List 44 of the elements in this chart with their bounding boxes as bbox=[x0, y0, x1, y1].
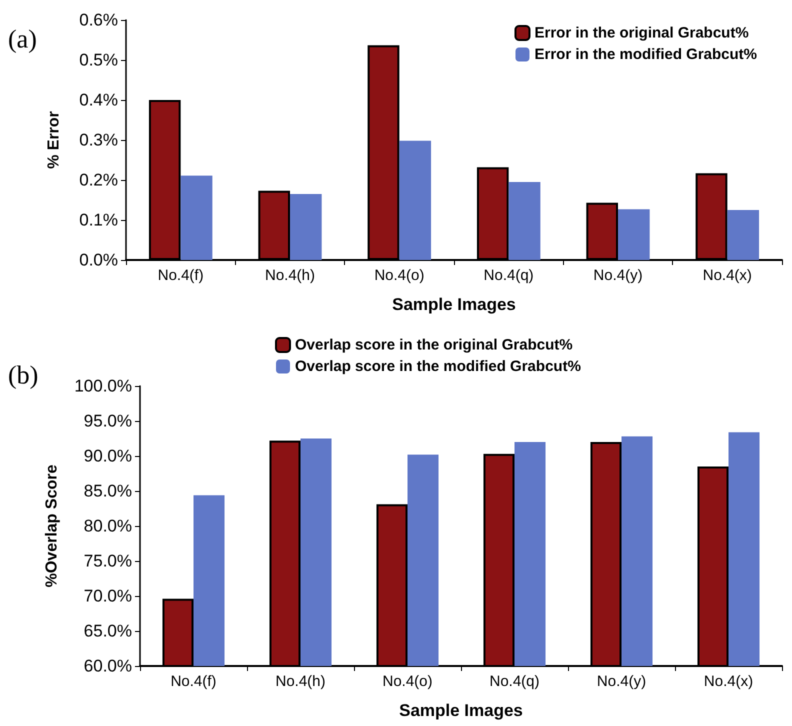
y-tick-label: 0.6% bbox=[79, 10, 118, 30]
x-tick-label: No.4(x) bbox=[704, 673, 754, 690]
x-tick-label: No.4(h) bbox=[264, 267, 316, 284]
x-tick-label: No.4(o) bbox=[382, 673, 433, 690]
y-axis-title: % Error bbox=[46, 111, 62, 169]
x-axis-title: Sample Images bbox=[392, 295, 516, 314]
y-tick-label: 0.1% bbox=[79, 210, 118, 230]
y-tick-label: 65.0% bbox=[84, 622, 132, 640]
y-tick-label: 95.0% bbox=[84, 412, 132, 430]
x-tick-label: No.4(h) bbox=[275, 673, 326, 690]
x-axis-title: Sample Images bbox=[399, 701, 523, 720]
bar bbox=[618, 209, 650, 260]
y-tick-label: 0.0% bbox=[79, 250, 118, 270]
y-tick-label: 60.0% bbox=[84, 656, 132, 676]
legend-label: Error in the original Grabcut% bbox=[534, 24, 749, 42]
y-tick-label: 0.3% bbox=[79, 130, 118, 150]
x-tick-label: No.4(y) bbox=[596, 673, 646, 690]
text: (b) bbox=[8, 360, 38, 390]
bar bbox=[180, 176, 212, 260]
x-tick-label: No.4(y) bbox=[593, 267, 643, 284]
x-tick-label: No.4(o) bbox=[374, 267, 424, 284]
bar bbox=[727, 210, 760, 260]
y-axis-title: %Overlap Score bbox=[44, 464, 60, 588]
x-tick-label: No.4(f) bbox=[158, 267, 204, 284]
legend-label: Overlap score in the modified Grabcut% bbox=[295, 358, 581, 375]
y-tick-label: 85.0% bbox=[84, 482, 132, 500]
x-tick-label: No.4(q) bbox=[484, 267, 534, 284]
y-tick-label: 0.2% bbox=[79, 170, 118, 190]
x-tick-label: No.4(q) bbox=[489, 673, 540, 690]
y-tick-label: 0.5% bbox=[79, 50, 118, 70]
bar bbox=[508, 182, 540, 260]
y-tick-label: 0.4% bbox=[79, 90, 118, 110]
legend-label: Overlap score in the original Grabcut% bbox=[295, 336, 573, 354]
y-tick-label: 70.0% bbox=[84, 586, 132, 606]
legend-label: Error in the modified Grabcut% bbox=[534, 46, 758, 63]
bar bbox=[399, 140, 432, 260]
y-tick-label: 90.0% bbox=[84, 446, 132, 466]
y-tick-label: 80.0% bbox=[84, 516, 132, 536]
y-tick-label: 75.0% bbox=[84, 552, 132, 570]
bar bbox=[290, 194, 322, 260]
y-tick-label: 100.0% bbox=[74, 376, 132, 396]
x-tick-label: No.4(x) bbox=[702, 267, 752, 284]
text: (a) bbox=[8, 24, 37, 54]
x-tick-label: No.4(f) bbox=[170, 673, 216, 690]
